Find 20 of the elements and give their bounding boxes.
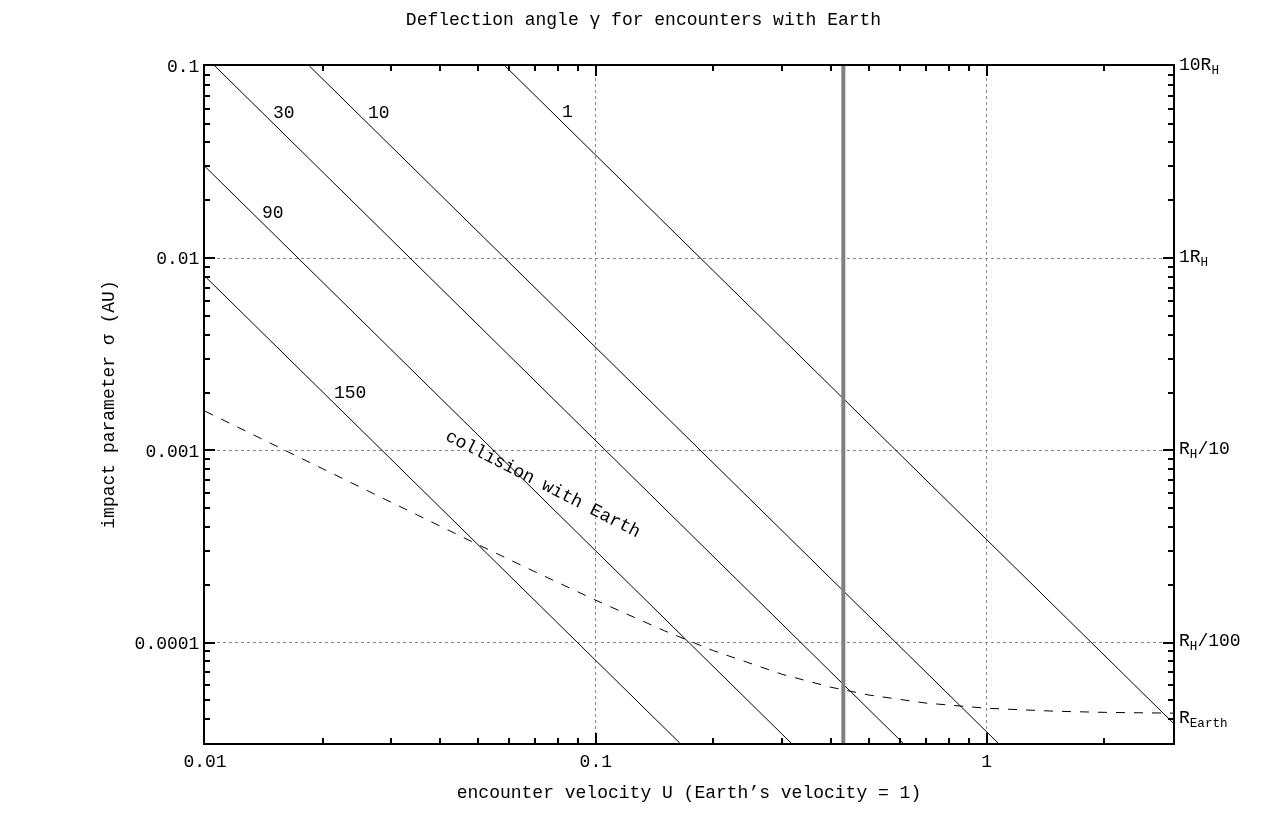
series-label: 90 [262, 203, 284, 223]
text: R$_{H}$/10 [1179, 439, 1230, 462]
x-axis-title: encounter velocity U (Earth’s velocity = 1) [456, 783, 922, 804]
y-tick-label: 0.0001 [134, 633, 200, 654]
y-tick-label: 0.001 [145, 441, 200, 462]
text: R$_{H}$/100 [1179, 631, 1241, 654]
series-label: 1 [562, 102, 573, 122]
x-tick-label: 0.1 [579, 751, 612, 772]
series-label: 10 [368, 103, 390, 123]
x-tick-label: 0.01 [183, 751, 227, 772]
series-label: 150 [334, 383, 367, 403]
y-tick-label: 0.1 [166, 57, 200, 78]
y-axis-title: impact parameter σ (AU) [99, 280, 120, 529]
y-tick-label: 0.01 [156, 249, 200, 270]
chart-title: Deflection angle γ for encounters with Earth [405, 10, 882, 31]
text: 10R$_{H}$ [1179, 55, 1219, 78]
series-label: 30 [273, 103, 295, 123]
x-tick-label: 1 [981, 751, 992, 772]
text: 1R$_{H}$ [1179, 247, 1209, 270]
text: R$_{Earth}$ [1179, 708, 1228, 731]
